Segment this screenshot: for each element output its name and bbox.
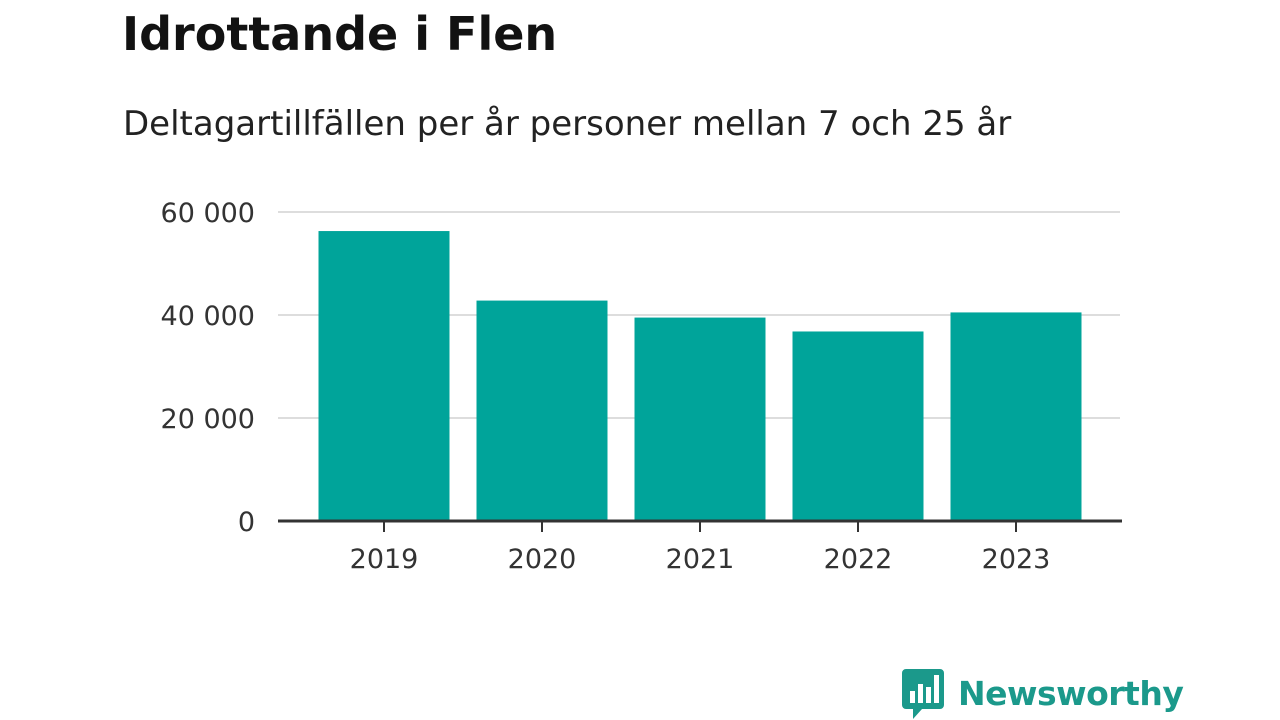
x-tick-label: 2020 <box>508 544 577 575</box>
bar <box>792 331 924 521</box>
x-tick-label: 2023 <box>982 544 1051 575</box>
chart-subtitle: Deltagartillfällen per år personer mella… <box>123 104 1012 144</box>
chart-title: Idrottande i Flen <box>122 7 558 61</box>
y-tick-label: 20 000 <box>161 404 255 435</box>
y-tick-label: 0 <box>238 507 255 538</box>
x-tick-label: 2021 <box>666 544 735 575</box>
bars <box>318 231 1082 521</box>
newsworthy-logo: Newsworthy <box>902 669 1184 719</box>
axes: 0 20 000 40 000 60 000 2019 2020 2021 2022 2023 <box>161 198 1122 575</box>
bar-chart-speech-bubble-icon <box>902 669 944 719</box>
bar <box>950 312 1082 521</box>
bar <box>476 300 608 521</box>
x-tick-label: 2019 <box>350 544 419 575</box>
y-tick-label: 40 000 <box>161 301 255 332</box>
bar <box>318 231 450 521</box>
bar-chart: 0 20 000 40 000 60 000 2019 2020 2021 2022 2023 <box>161 198 1122 575</box>
x-tick-label: 2022 <box>824 544 893 575</box>
bar <box>634 317 766 521</box>
brand-name: Newsworthy <box>958 674 1184 713</box>
y-tick-label: 60 000 <box>161 198 255 229</box>
